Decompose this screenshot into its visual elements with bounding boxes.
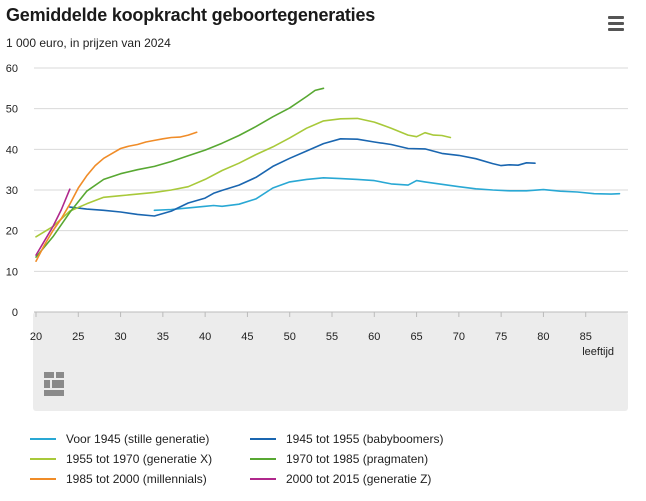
x-tick-label: 85 <box>580 331 592 343</box>
x-axis-title: leeftijd <box>582 346 614 358</box>
x-tick-label: 75 <box>495 331 507 343</box>
x-tick-label: 25 <box>72 331 84 343</box>
legend-swatch <box>30 458 56 460</box>
x-tick-label: 30 <box>114 331 126 343</box>
legend: Voor 1945 (stille generatie) 1945 tot 195… <box>30 430 630 490</box>
x-tick-label: 60 <box>368 331 380 343</box>
y-tick-label: 40 <box>6 144 18 156</box>
x-tick-label: 80 <box>537 331 549 343</box>
hamburger-menu-icon[interactable] <box>602 12 630 36</box>
chart-subtitle: 1 000 euro, in prijzen van 2024 <box>6 36 171 50</box>
legend-item[interactable]: Voor 1945 (stille generatie) <box>30 430 209 448</box>
y-tick-label: 50 <box>6 104 18 116</box>
x-tick-label: 45 <box>241 331 253 343</box>
series-line-1[interactable] <box>153 177 621 212</box>
legend-label: 1955 tot 1970 (generatie X) <box>66 452 213 466</box>
legend-item[interactable]: 1955 tot 1970 (generatie X) <box>30 450 212 468</box>
series-line-2[interactable] <box>69 138 536 217</box>
series-line-5[interactable] <box>35 131 198 263</box>
legend-swatch <box>250 458 276 460</box>
legend-label: 2000 tot 2015 (generatie Z) <box>286 472 432 486</box>
cbs-logo-icon <box>44 372 64 396</box>
legend-label: 1970 tot 1985 (pragmaten) <box>286 452 429 466</box>
x-tick-label: 55 <box>326 331 338 343</box>
axis-background <box>33 312 628 411</box>
legend-item[interactable]: 2000 tot 2015 (generatie Z) <box>250 470 431 488</box>
legend-item[interactable]: 1970 tot 1985 (pragmaten) <box>250 450 428 468</box>
series-line-6[interactable] <box>35 188 71 256</box>
chart-title: Gemiddelde koopkracht geboortegeneraties <box>6 5 376 25</box>
y-tick-label: 0 <box>12 307 18 319</box>
y-tick-label: 20 <box>6 226 18 238</box>
y-tick-label: 10 <box>6 266 18 278</box>
legend-swatch <box>250 478 276 480</box>
legend-item[interactable]: 1945 tot 1955 (babyboomers) <box>250 430 443 448</box>
legend-item[interactable]: 1985 tot 2000 (millennials) <box>30 470 207 488</box>
legend-label: 1945 tot 1955 (babyboomers) <box>286 432 444 446</box>
legend-label: 1985 tot 2000 (millennials) <box>66 472 207 486</box>
legend-label: Voor 1945 (stille generatie) <box>66 432 210 446</box>
legend-swatch <box>30 438 56 440</box>
series-line-4[interactable] <box>35 87 325 258</box>
legend-swatch <box>250 438 276 440</box>
series-line-3[interactable] <box>35 117 452 238</box>
legend-swatch <box>30 478 56 480</box>
y-tick-label: 30 <box>6 185 18 197</box>
x-tick-label: 20 <box>30 331 42 343</box>
x-tick-label: 35 <box>157 331 169 343</box>
x-tick-label: 50 <box>284 331 296 343</box>
x-tick-label: 40 <box>199 331 211 343</box>
y-tick-label: 60 <box>6 63 18 75</box>
x-tick-label: 65 <box>410 331 422 343</box>
x-tick-label: 70 <box>453 331 465 343</box>
